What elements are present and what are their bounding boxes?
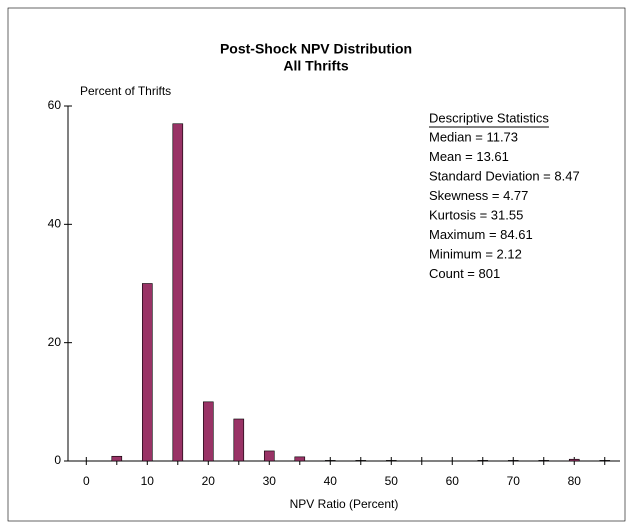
x-axis-label: NPV Ratio (Percent) xyxy=(290,497,399,511)
stats-line: Kurtosis = 31.55 xyxy=(429,207,523,222)
bar xyxy=(172,123,184,462)
x-tick-label: 20 xyxy=(202,474,216,488)
bar xyxy=(355,460,367,462)
bar xyxy=(111,455,123,462)
bar xyxy=(141,283,153,462)
y-tick-label: 0 xyxy=(54,453,61,467)
bar xyxy=(599,460,611,462)
stats-line: Standard Deviation = 8.47 xyxy=(429,168,580,183)
x-tick-label: 50 xyxy=(385,474,399,488)
x-tick-label: 40 xyxy=(324,474,338,488)
stats-line: Median = 11.73 xyxy=(429,129,518,144)
chart-subtitle: All Thrifts xyxy=(283,58,349,74)
bar xyxy=(263,450,275,462)
bar xyxy=(202,401,214,462)
bar xyxy=(233,418,245,462)
stats-line: Count = 801 xyxy=(429,266,500,281)
chart-frame xyxy=(7,7,626,522)
bar xyxy=(294,456,306,462)
x-tick-label: 30 xyxy=(263,474,277,488)
y-axis-label: Percent of Thrifts xyxy=(80,84,171,98)
bar xyxy=(538,460,550,462)
x-tick-label: 0 xyxy=(83,474,90,488)
bar xyxy=(324,460,336,462)
bar xyxy=(568,458,580,462)
x-tick-label: 60 xyxy=(446,474,460,488)
x-tick-label: 70 xyxy=(507,474,521,488)
y-tick-label: 60 xyxy=(48,98,62,112)
y-tick-label: 20 xyxy=(48,335,62,349)
chart-title: Post-Shock NPV Distribution xyxy=(220,41,412,57)
bar xyxy=(477,460,489,462)
stats-heading: Descriptive Statistics xyxy=(429,110,549,125)
bar xyxy=(507,460,519,462)
stats-line: Mean = 13.61 xyxy=(429,149,509,164)
stats-line: Skewness = 4.77 xyxy=(429,188,528,203)
bar xyxy=(385,460,397,462)
x-tick-label: 80 xyxy=(568,474,582,488)
stats-line: Minimum = 2.12 xyxy=(429,246,522,261)
x-tick-label: 10 xyxy=(141,474,155,488)
stats-line: Maximum = 84.61 xyxy=(429,227,533,242)
y-tick-label: 40 xyxy=(48,217,62,231)
